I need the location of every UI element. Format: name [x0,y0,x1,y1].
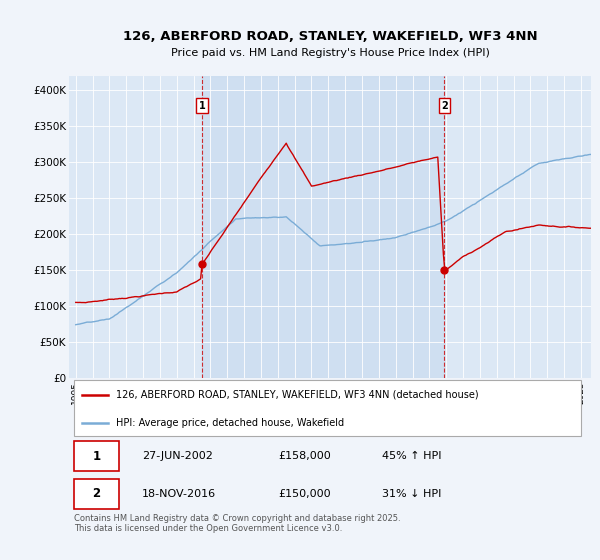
Text: 27-JUN-2002: 27-JUN-2002 [142,451,213,461]
Text: Contains HM Land Registry data © Crown copyright and database right 2025.
This d: Contains HM Land Registry data © Crown c… [74,514,401,534]
FancyBboxPatch shape [74,479,119,508]
Text: 2: 2 [441,101,448,111]
Bar [202,76,445,378]
Text: 45% ↑ HPI: 45% ↑ HPI [382,451,442,461]
Text: 126, ABERFORD ROAD, STANLEY, WAKEFIELD, WF3 4NN (detached house): 126, ABERFORD ROAD, STANLEY, WAKEFIELD, … [116,390,479,400]
FancyBboxPatch shape [74,380,581,436]
FancyBboxPatch shape [74,441,119,471]
Text: Price paid vs. HM Land Registry's House Price Index (HPI): Price paid vs. HM Land Registry's House … [170,48,490,58]
Text: £150,000: £150,000 [278,489,331,499]
Text: 31% ↓ HPI: 31% ↓ HPI [382,489,442,499]
Text: 1: 1 [92,450,100,463]
Text: HPI: Average price, detached house, Wakefield: HPI: Average price, detached house, Wake… [116,418,344,428]
Text: 18-NOV-2016: 18-NOV-2016 [142,489,216,499]
Text: £158,000: £158,000 [278,451,331,461]
Text: 126, ABERFORD ROAD, STANLEY, WAKEFIELD, WF3 4NN: 126, ABERFORD ROAD, STANLEY, WAKEFIELD, … [122,30,538,43]
Text: 1: 1 [199,101,205,111]
Text: 2: 2 [92,487,100,501]
